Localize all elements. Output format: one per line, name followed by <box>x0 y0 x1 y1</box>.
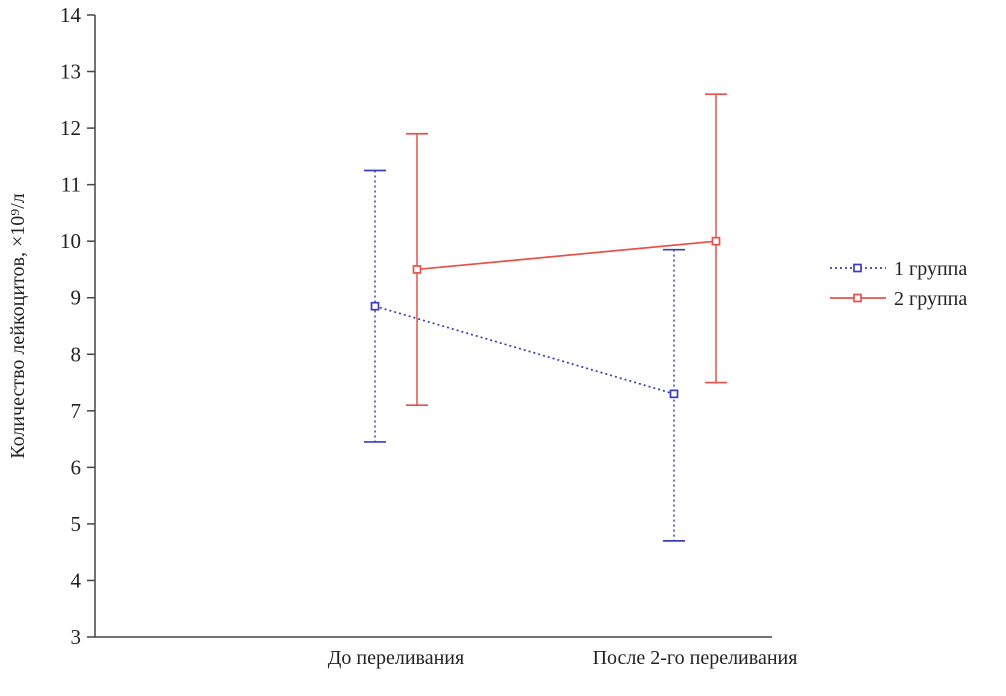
y-tick-label: 3 <box>71 625 82 649</box>
y-tick-label: 10 <box>60 229 81 253</box>
y-tick-label: 11 <box>61 173 81 197</box>
y-tick-label: 13 <box>60 60 81 84</box>
y-tick-label: 6 <box>71 455 82 479</box>
x-category-label: После 2-го переливания <box>593 647 798 669</box>
y-tick-label: 8 <box>71 342 82 366</box>
y-tick-label: 7 <box>71 399 82 423</box>
data-point-marker <box>412 265 422 274</box>
legend-label: 2 группа <box>894 288 967 310</box>
series-line-2 <box>416 240 717 271</box>
y-tick-label: 9 <box>71 286 82 310</box>
data-point-marker <box>711 236 721 246</box>
y-axis-title: Количество лейкоцитов, ×10⁹/л <box>7 193 29 459</box>
y-tick-label: 12 <box>60 116 81 140</box>
legend-label: 1 группа <box>894 258 967 280</box>
series-line-1 <box>374 305 675 395</box>
x-category-label: До переливания <box>328 647 464 669</box>
y-tick-label: 4 <box>71 568 82 592</box>
y-tick-label: 5 <box>71 512 82 536</box>
y-tick-label: 14 <box>60 3 82 27</box>
data-point-marker <box>370 301 380 311</box>
data-point-marker <box>669 389 679 399</box>
legend-sample-marker <box>853 263 862 273</box>
legend-sample-marker <box>853 293 862 303</box>
